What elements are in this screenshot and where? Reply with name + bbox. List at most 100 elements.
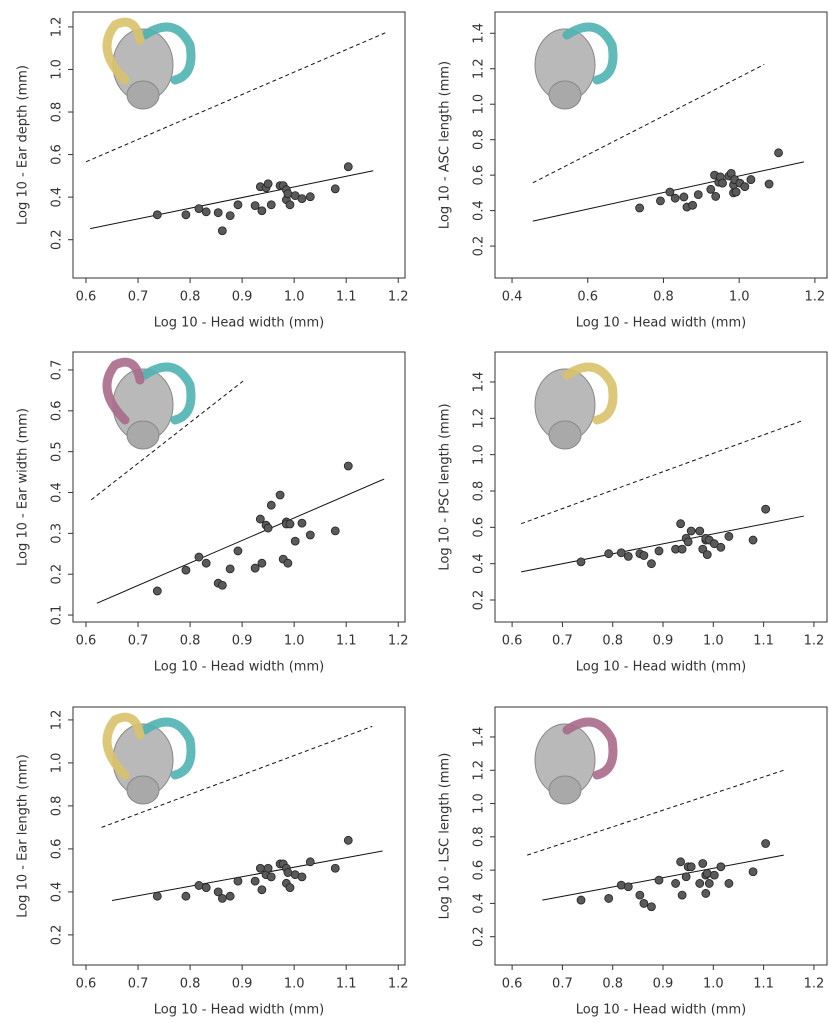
data-point bbox=[343, 461, 353, 471]
data-point bbox=[152, 891, 162, 901]
y-tick-label: 0.6 bbox=[50, 400, 65, 421]
y-tick-label: 0.2 bbox=[50, 229, 65, 250]
plot-frame bbox=[72, 351, 406, 623]
x-tick-label: 1.1 bbox=[753, 634, 774, 649]
data-point bbox=[635, 203, 645, 213]
y-tick-label: 0.8 bbox=[50, 102, 65, 123]
data-point bbox=[266, 872, 276, 882]
data-point bbox=[330, 184, 340, 194]
data-point bbox=[255, 863, 265, 873]
data-point bbox=[623, 552, 633, 561]
data-point bbox=[701, 889, 711, 898]
regression-line bbox=[521, 515, 804, 573]
y-tick-label: 1.4 bbox=[472, 23, 487, 44]
x-axis-label: Log 10 - Head width (mm) bbox=[576, 660, 746, 675]
canal bbox=[102, 17, 145, 85]
data-point bbox=[225, 211, 235, 221]
data-point bbox=[343, 835, 353, 845]
data-point bbox=[285, 200, 295, 210]
data-point bbox=[181, 210, 191, 220]
data-point bbox=[709, 539, 719, 549]
data-point bbox=[686, 862, 696, 872]
x-tick-label: 1.1 bbox=[753, 977, 774, 992]
y-tick-label: 0.4 bbox=[50, 882, 65, 903]
data-point bbox=[604, 894, 614, 903]
canal bbox=[562, 717, 618, 780]
data-point bbox=[266, 200, 276, 210]
y-tick-label: 1.2 bbox=[472, 408, 487, 429]
data-point bbox=[639, 899, 649, 908]
x-tick-label: 1.2 bbox=[388, 634, 409, 649]
data-point bbox=[604, 549, 614, 559]
data-point bbox=[233, 200, 243, 210]
data-point bbox=[297, 194, 307, 204]
x-tick-label: 0.7 bbox=[552, 634, 573, 649]
data-point bbox=[201, 883, 211, 892]
ear-illustration bbox=[102, 712, 196, 805]
data-point bbox=[670, 193, 680, 203]
ear-lobe bbox=[548, 80, 582, 110]
y-tick-label: 0.2 bbox=[472, 236, 487, 257]
data-point bbox=[681, 872, 691, 882]
ear-lobe bbox=[548, 775, 582, 805]
data-point bbox=[201, 207, 211, 217]
data-point bbox=[283, 558, 293, 568]
y-tick-label: 0.2 bbox=[472, 590, 487, 611]
x-tick-label: 1.2 bbox=[804, 977, 825, 992]
x-tick-label: 0.6 bbox=[76, 977, 97, 992]
y-tick-label: 0.2 bbox=[50, 564, 65, 585]
data-point bbox=[761, 839, 771, 848]
x-tick-label: 0.7 bbox=[128, 290, 149, 305]
regression-line bbox=[542, 854, 784, 901]
isometry-line bbox=[527, 769, 784, 856]
isometry-line bbox=[85, 32, 386, 163]
ear-illustration bbox=[534, 362, 618, 450]
y-tick-label: 0.6 bbox=[472, 165, 487, 186]
data-point bbox=[233, 546, 243, 556]
y-tick-label: 0.4 bbox=[50, 187, 65, 208]
data-point bbox=[679, 192, 689, 202]
data-point bbox=[764, 179, 774, 189]
data-point bbox=[647, 902, 656, 912]
data-point bbox=[761, 504, 771, 514]
x-tick-label: 1.0 bbox=[284, 634, 305, 649]
ear-lobe bbox=[548, 420, 582, 450]
isometry-line bbox=[520, 419, 805, 525]
x-tick-label: 1.2 bbox=[805, 290, 826, 305]
x-tick-label: 0.6 bbox=[502, 634, 523, 649]
data-point bbox=[724, 532, 734, 541]
data-point bbox=[576, 557, 586, 567]
data-point bbox=[305, 530, 315, 540]
data-point bbox=[181, 565, 191, 575]
isometry-line bbox=[532, 64, 765, 184]
data-point bbox=[181, 891, 191, 901]
canal bbox=[140, 22, 196, 85]
y-tick-label: 0.8 bbox=[472, 129, 487, 150]
x-tick-label: 0.6 bbox=[76, 634, 97, 649]
canal bbox=[102, 712, 145, 780]
y-axis-label: Log 10 - Ear length (mm) bbox=[16, 754, 31, 918]
y-tick-label: 1.0 bbox=[472, 444, 487, 465]
data-point bbox=[702, 550, 712, 559]
data-point bbox=[285, 883, 295, 892]
data-point bbox=[693, 190, 703, 200]
data-point bbox=[217, 226, 227, 236]
data-point bbox=[233, 876, 243, 886]
data-point bbox=[695, 879, 705, 888]
x-axis-label: Log 10 - Head width (mm) bbox=[154, 1003, 324, 1018]
data-point bbox=[225, 891, 235, 901]
data-point bbox=[257, 558, 267, 568]
y-tick-label: 1.0 bbox=[50, 59, 65, 80]
y-axis-label: Log 10 - Ear width (mm) bbox=[16, 408, 31, 566]
data-point bbox=[698, 859, 708, 868]
plot-frame bbox=[494, 351, 828, 623]
y-tick-label: 0.3 bbox=[50, 523, 65, 544]
data-point bbox=[716, 862, 726, 872]
x-tick-label: 0.8 bbox=[180, 290, 201, 305]
data-point bbox=[217, 580, 227, 590]
y-tick-label: 0.2 bbox=[50, 925, 65, 946]
data-point bbox=[616, 548, 626, 558]
data-point bbox=[716, 542, 726, 552]
x-tick-label: 1.0 bbox=[703, 977, 724, 992]
data-point bbox=[330, 863, 340, 873]
